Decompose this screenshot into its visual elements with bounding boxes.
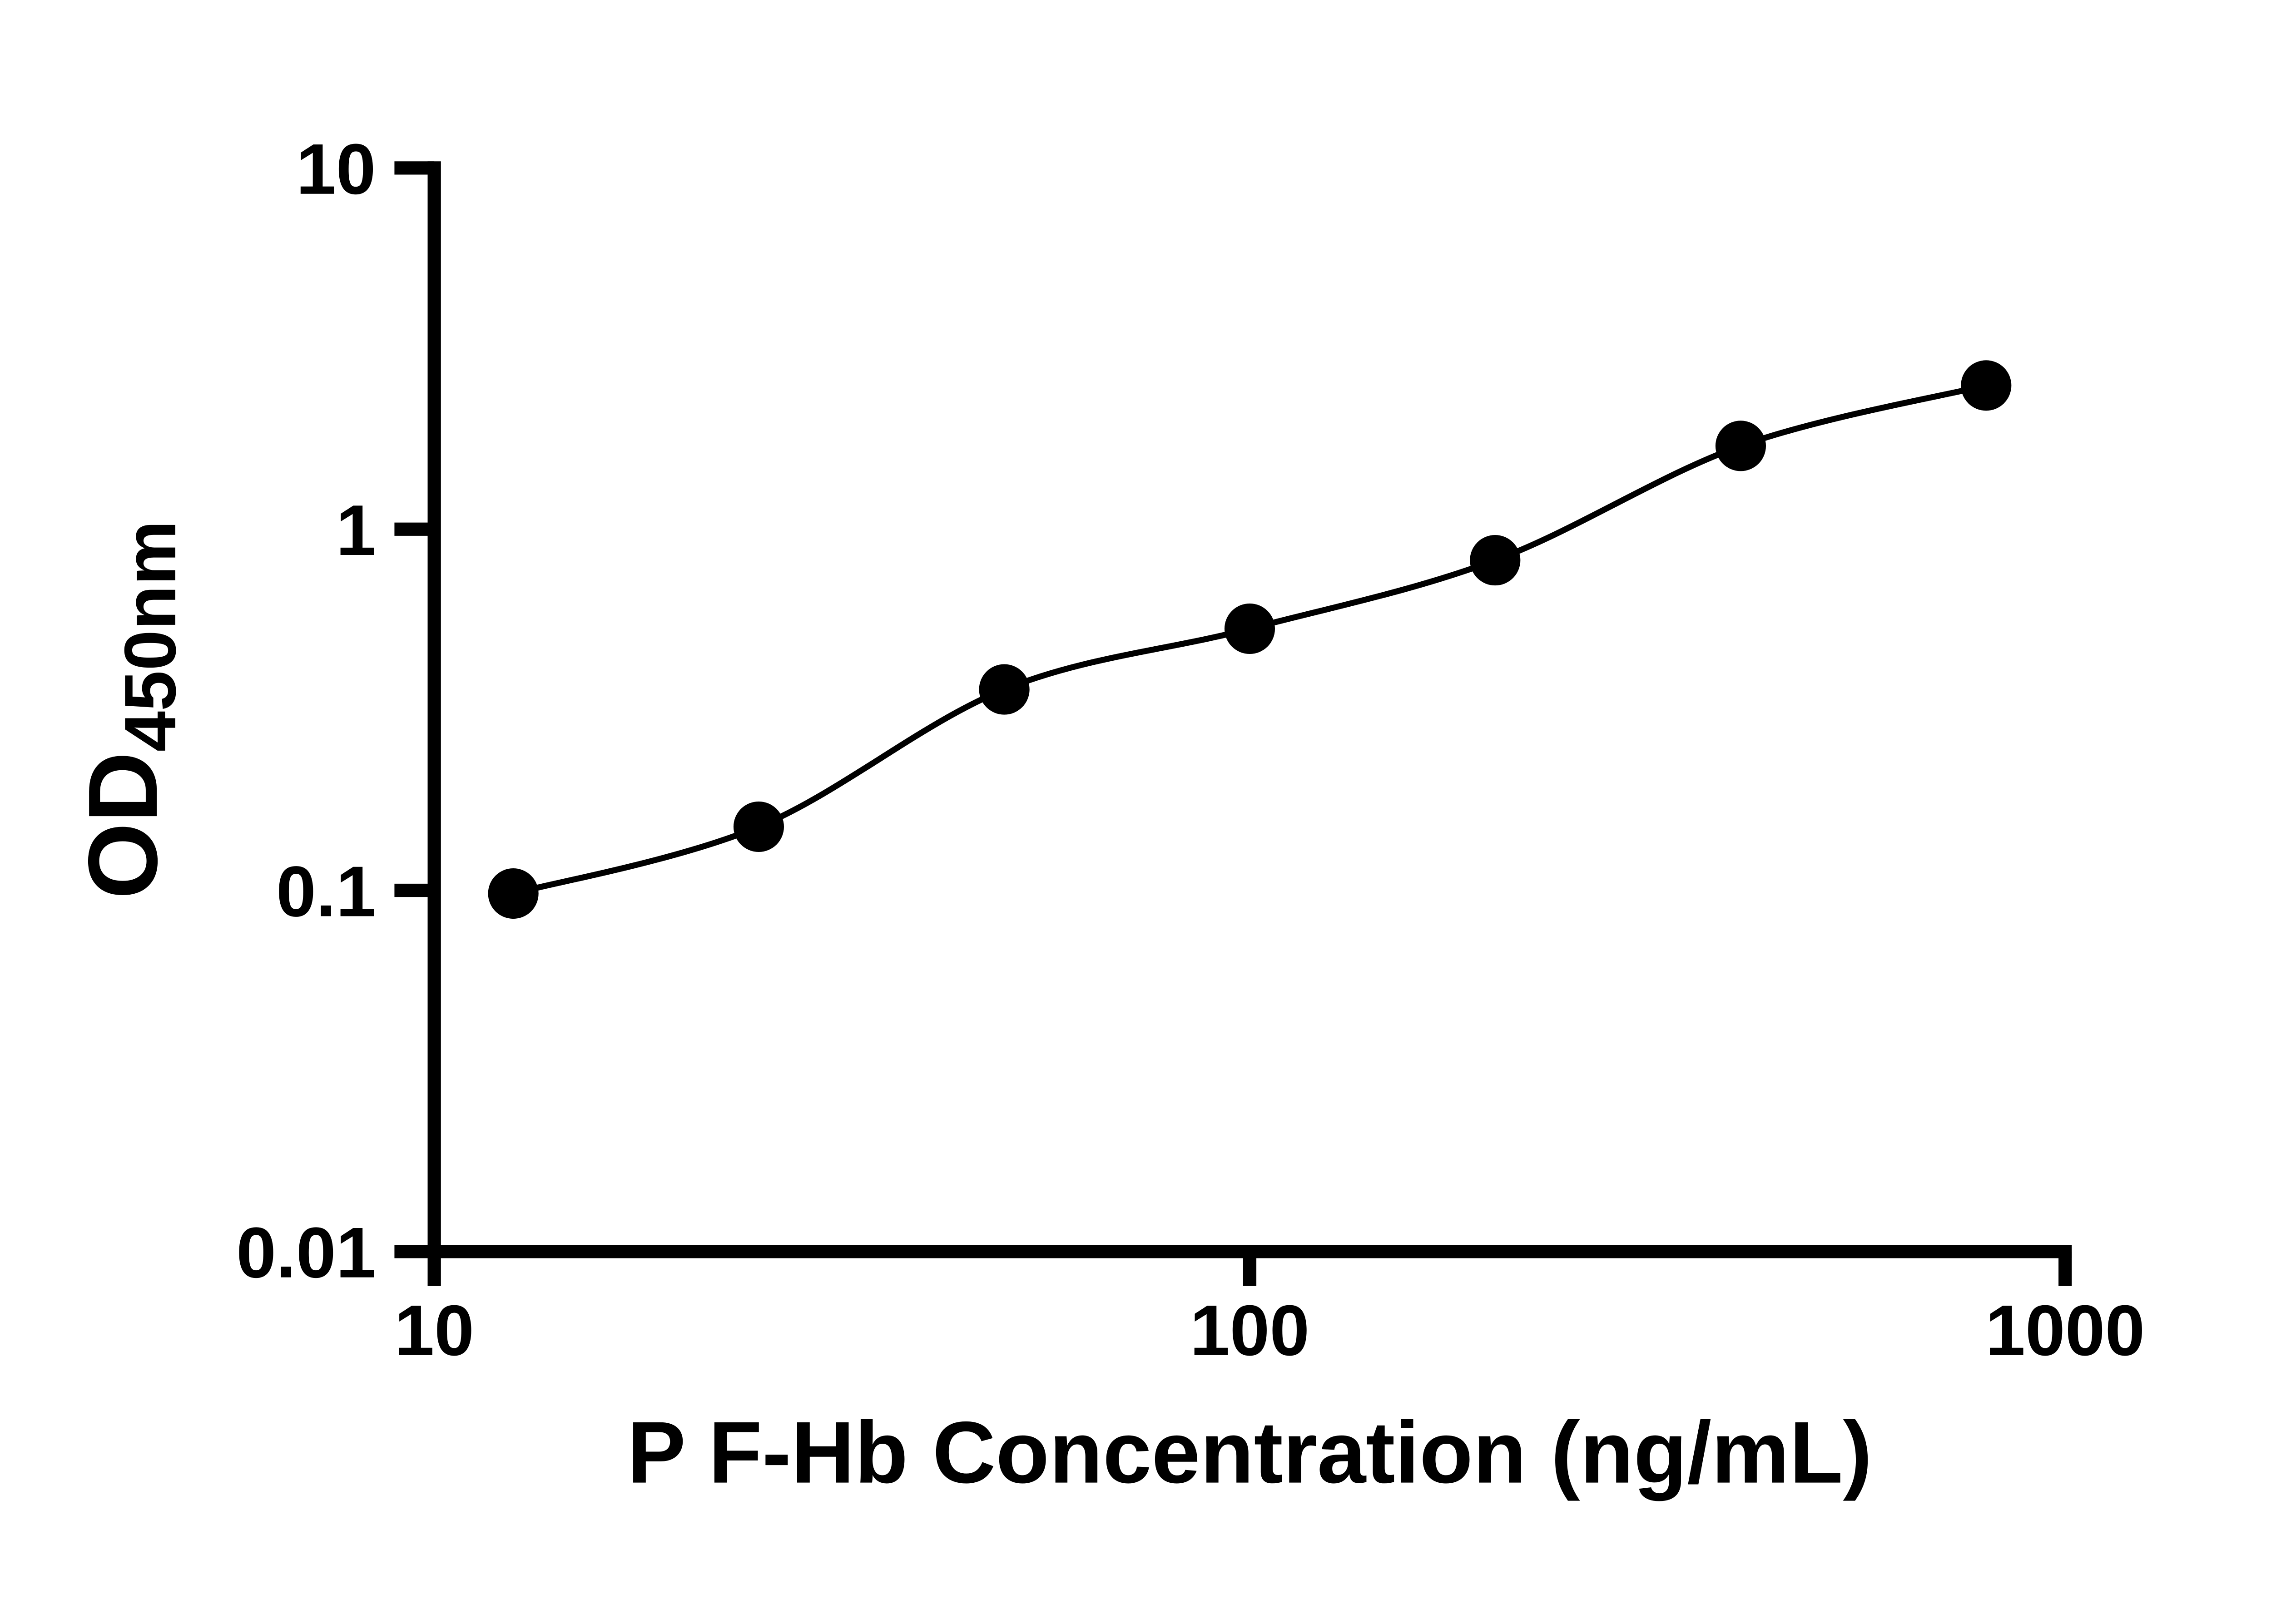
x-axis-title: P F-Hb Concentration (ng/mL) (627, 1403, 1872, 1501)
y-tick-label: 0.1 (276, 852, 376, 931)
x-tick-label: 100 (1190, 1291, 1309, 1371)
y-tick-label: 0.01 (236, 1213, 376, 1293)
data-point (733, 801, 784, 852)
data-point (1961, 360, 2012, 411)
data-point (1470, 535, 1521, 586)
data-point (979, 664, 1030, 715)
y-tick-label: 10 (296, 129, 376, 209)
data-point (1224, 603, 1275, 654)
data-point (1715, 421, 1766, 471)
x-tick-label: 1000 (1985, 1291, 2145, 1371)
data-point (488, 868, 539, 919)
x-tick-label: 10 (394, 1291, 474, 1371)
axis-frame (427, 161, 2072, 1258)
y-axis-title: OD450nm (68, 520, 191, 899)
series-layer (488, 360, 2012, 919)
y-axis-title-subscript: 450nm (109, 520, 191, 752)
y-axis-title-main: OD (68, 752, 178, 899)
y-tick-label: 1 (336, 490, 376, 570)
